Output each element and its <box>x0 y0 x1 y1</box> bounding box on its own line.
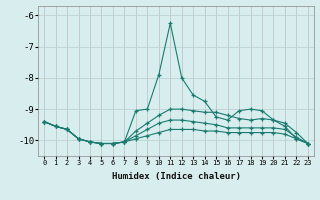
X-axis label: Humidex (Indice chaleur): Humidex (Indice chaleur) <box>111 172 241 181</box>
